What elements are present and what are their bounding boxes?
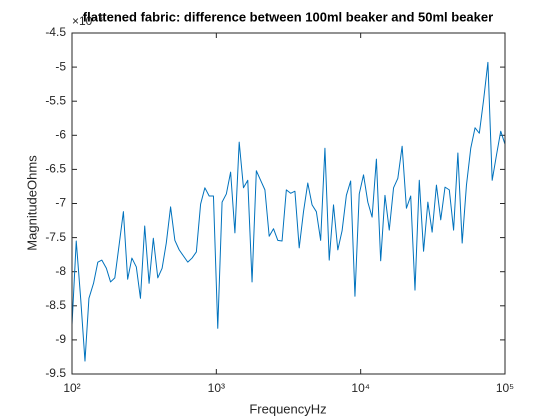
x-tick-label: 10⁵ — [496, 381, 514, 395]
x-tick-label: 10³ — [208, 381, 225, 395]
y-tick-label: -5 — [55, 59, 66, 73]
y-tick-label: -6 — [55, 127, 66, 141]
y-tick-label: -6.5 — [45, 162, 66, 176]
y-tick-label: -7 — [55, 196, 66, 210]
y-tick-label: -8.5 — [45, 298, 66, 312]
chart-title: flattened fabric: difference between 100… — [83, 9, 493, 24]
y-tick-label: -4.5 — [45, 25, 66, 39]
x-axis-label: FrequencyHz — [249, 401, 326, 416]
plot-frame — [71, 32, 506, 375]
y-multiplier: ×10⁻³ — [72, 14, 103, 28]
y-tick-label: -7.5 — [45, 230, 66, 244]
x-tick-label: 10² — [63, 381, 80, 395]
y-tick-label: -8 — [55, 264, 66, 278]
y-tick-label: -9 — [55, 332, 66, 346]
y-axis-label: MagnitudeOhms — [24, 155, 39, 251]
y-tick-label: -5.5 — [45, 93, 66, 107]
y-tick-label: -9.5 — [45, 366, 66, 380]
data-line — [72, 61, 505, 362]
x-tick-label: 10⁴ — [351, 381, 370, 395]
